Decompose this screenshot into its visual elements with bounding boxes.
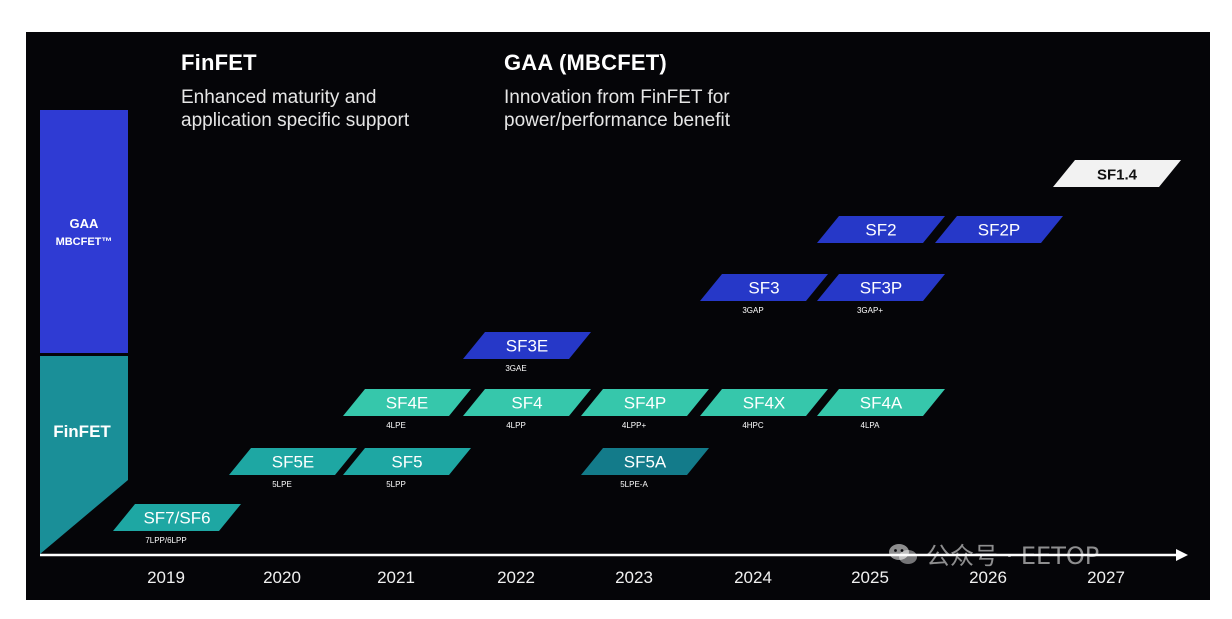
finfet-category-bar bbox=[40, 356, 128, 554]
node-label-sf7-sf6: SF7/SF6 bbox=[143, 509, 210, 528]
node-sub-sf3: 3GAP bbox=[742, 306, 763, 315]
year-label-2022: 2022 bbox=[497, 568, 535, 587]
node-label-sf5a: SF5A bbox=[624, 453, 667, 472]
year-label-2026: 2026 bbox=[969, 568, 1007, 587]
finfet-heading: FinFET Enhanced maturity and application… bbox=[181, 50, 409, 132]
year-label-2019: 2019 bbox=[147, 568, 185, 587]
node-shape-sf4 bbox=[463, 389, 591, 416]
node-sub-sf4a: 4LPA bbox=[861, 421, 881, 430]
node-sf2p: SF2P bbox=[935, 216, 1063, 243]
year-label-2021: 2021 bbox=[377, 568, 415, 587]
gaa-category-line1: GAA bbox=[70, 216, 100, 231]
node-sf4e: SF4E 4LPE bbox=[343, 389, 471, 430]
watermark-text: 公众号 · EETOP bbox=[926, 542, 1100, 570]
node-label-sf5e: SF5E bbox=[272, 453, 315, 472]
node-sf4x: SF4X 4HPC bbox=[700, 389, 828, 430]
wechat-icon bbox=[889, 543, 917, 564]
node-shape-sf5e bbox=[229, 448, 357, 475]
node-label-sf4a: SF4A bbox=[860, 394, 903, 413]
node-sub-sf4: 4LPP bbox=[506, 421, 526, 430]
watermark: 公众号 · EETOP bbox=[888, 536, 1099, 571]
node-sub-sf3p: 3GAP+ bbox=[857, 306, 883, 315]
gaa-category-bar bbox=[40, 110, 128, 353]
node-sf3p: SF3P 3GAP+ bbox=[817, 274, 945, 315]
node-sf5a: SF5A 5LPE-A bbox=[581, 448, 709, 489]
roadmap-panel: FinFET Enhanced maturity and application… bbox=[26, 32, 1210, 600]
node-shape-sf4p bbox=[581, 389, 709, 416]
node-shape-sf5 bbox=[343, 448, 471, 475]
node-sf3e: SF3E 3GAE bbox=[463, 332, 591, 373]
gaa-heading-line2: power/performance benefit bbox=[504, 110, 731, 131]
node-shape-sf3e bbox=[463, 332, 591, 359]
roadmap-diagram: GAA MBCFET™ FinFET 2019 2020 2021 2022 2023 2… bbox=[40, 110, 1188, 587]
node-sf4p: SF4P 4LPP+ bbox=[581, 389, 709, 430]
node-label-sf2: SF2 bbox=[865, 221, 896, 240]
node-sub-sf4x: 4HPC bbox=[742, 421, 764, 430]
node-shape-sf2p bbox=[935, 216, 1063, 243]
node-label-sf4x: SF4X bbox=[743, 394, 786, 413]
node-sub-sf4e: 4LPE bbox=[386, 421, 406, 430]
node-shape-sf1-4 bbox=[1053, 160, 1181, 187]
finfet-heading-line2: application specific support bbox=[181, 110, 410, 131]
gaa-category-line2: MBCFET™ bbox=[56, 236, 113, 248]
node-sub-sf5e: 5LPE bbox=[272, 480, 292, 489]
node-sf4a: SF4A 4LPA bbox=[817, 389, 945, 430]
year-label-2020: 2020 bbox=[263, 568, 301, 587]
node-shape-sf4a bbox=[817, 389, 945, 416]
finfet-category-label: FinFET bbox=[53, 422, 111, 441]
node-label-sf4e: SF4E bbox=[386, 394, 429, 413]
node-label-sf4: SF4 bbox=[511, 394, 542, 413]
node-shape-sf5a bbox=[581, 448, 709, 475]
node-sf3: SF3 3GAP bbox=[700, 274, 828, 315]
time-axis-arrow bbox=[1176, 549, 1188, 561]
finfet-heading-title: FinFET bbox=[181, 50, 257, 75]
node-label-sf3: SF3 bbox=[748, 279, 779, 298]
node-sf1-4: SF1.4 bbox=[1053, 160, 1181, 187]
node-shape-sf7-sf6 bbox=[113, 504, 241, 531]
gaa-heading-title: GAA (MBCFET) bbox=[504, 50, 667, 75]
node-shape-sf4x bbox=[700, 389, 828, 416]
gaa-heading: GAA (MBCFET) Innovation from FinFET for … bbox=[504, 50, 730, 132]
node-sub-sf4p: 4LPP+ bbox=[622, 421, 647, 430]
year-label-2027: 2027 bbox=[1087, 568, 1125, 587]
year-label-2024: 2024 bbox=[734, 568, 772, 587]
year-label-2025: 2025 bbox=[851, 568, 889, 587]
process-nodes: SF7/SF67LPP/6LPPSF5E5LPESF55LPPSF4E4LPES… bbox=[113, 160, 1181, 545]
node-sub-sf5a: 5LPE-A bbox=[620, 480, 648, 489]
node-sf4: SF4 4LPP bbox=[463, 389, 591, 430]
node-sf2: SF2 bbox=[817, 216, 945, 243]
year-label-2023: 2023 bbox=[615, 568, 653, 587]
node-sf5e: SF5E 5LPE bbox=[229, 448, 357, 489]
node-label-sf5: SF5 bbox=[391, 453, 422, 472]
node-shape-sf3p bbox=[817, 274, 945, 301]
node-label-sf4p: SF4P bbox=[624, 394, 667, 413]
node-sub-sf7-sf6: 7LPP/6LPP bbox=[145, 536, 186, 545]
year-labels: 2019 2020 2021 2022 2023 2024 2025 2026 2027 bbox=[147, 568, 1125, 587]
node-label-sf3e: SF3E bbox=[506, 337, 549, 356]
finfet-heading-line1: Enhanced maturity and bbox=[181, 87, 377, 108]
node-shape-sf2 bbox=[817, 216, 945, 243]
node-label-sf2p: SF2P bbox=[978, 221, 1021, 240]
gaa-heading-line1: Innovation from FinFET for bbox=[504, 87, 730, 108]
node-label-sf1-4: SF1.4 bbox=[1097, 167, 1138, 184]
node-shape-sf4e bbox=[343, 389, 471, 416]
node-sub-sf3e: 3GAE bbox=[505, 364, 526, 373]
node-shape-sf3 bbox=[700, 274, 828, 301]
node-label-sf3p: SF3P bbox=[860, 279, 903, 298]
node-sf7-sf6: SF7/SF6 7LPP/6LPP bbox=[113, 504, 241, 545]
node-sf5: SF5 5LPP bbox=[343, 448, 471, 489]
node-sub-sf5: 5LPP bbox=[386, 480, 406, 489]
